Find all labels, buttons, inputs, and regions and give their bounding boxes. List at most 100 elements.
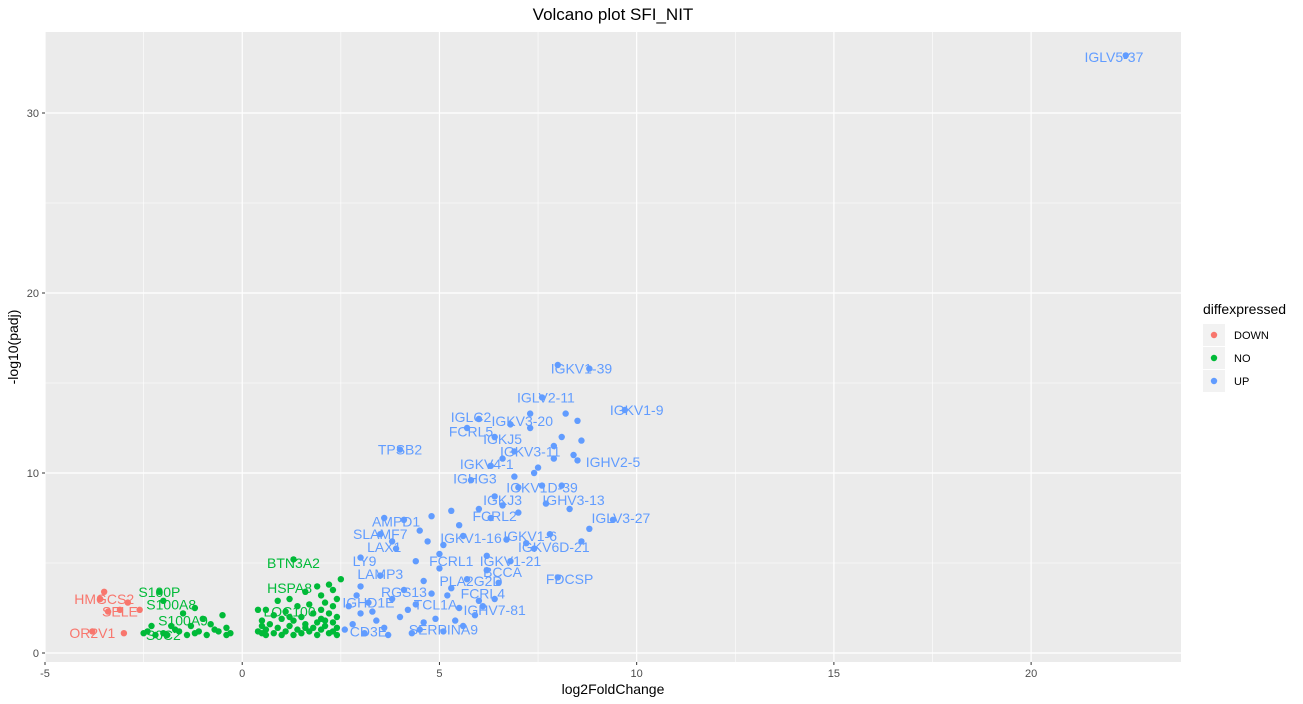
point-down [116, 606, 124, 613]
point-up [428, 513, 435, 520]
minor-gridlines [45, 32, 1181, 662]
legend-label-no: NO [1234, 353, 1251, 365]
point-no [325, 610, 333, 617]
point-up [550, 442, 558, 450]
point-up [361, 630, 368, 637]
point-up [483, 552, 490, 559]
point-up [558, 433, 565, 441]
point-up [538, 394, 546, 401]
y-tick-label: 30 [27, 108, 39, 120]
gene-label: RGS13 [381, 584, 427, 600]
point-no [286, 613, 293, 621]
y-tick-label: 20 [27, 288, 39, 300]
gene-label: LY9 [353, 553, 377, 569]
legend-label-down: DOWN [1234, 330, 1269, 342]
gene-label: FCRL5 [449, 424, 494, 440]
point-up [424, 538, 431, 545]
gene-label: S0C2 [146, 627, 181, 643]
legend-key-no [1210, 354, 1218, 362]
point-up [491, 433, 498, 441]
point-no [270, 612, 277, 619]
point-up [586, 525, 593, 532]
gene-label: LAX1 [367, 539, 401, 555]
point-no [223, 631, 230, 639]
point-no [302, 588, 309, 595]
gene-label: IGKV1D-39 [506, 479, 578, 495]
point-up [578, 437, 585, 444]
point-up [377, 572, 384, 579]
gene-label: FCRL2 [472, 508, 517, 524]
gene-label: IGKV4-1 [460, 456, 514, 472]
y-tick-label: 10 [27, 468, 39, 480]
point-up [381, 514, 388, 522]
point-up [388, 595, 396, 603]
point-no [337, 576, 345, 583]
point-up [554, 574, 561, 581]
point-no [215, 628, 222, 635]
point-up [491, 493, 498, 500]
point-up [487, 514, 494, 522]
point-up [523, 540, 530, 547]
point-up [369, 608, 376, 615]
point-no [321, 599, 329, 606]
legend-key-up [1210, 377, 1218, 385]
point-no [333, 631, 341, 639]
point-no [298, 613, 305, 621]
point-up [408, 630, 416, 637]
point-up [475, 505, 483, 513]
gene-label: S100A9 [158, 613, 208, 629]
point-up [507, 421, 514, 428]
point-up [609, 516, 617, 523]
legend-title: diffexpressed [1203, 301, 1286, 317]
gene-label: IGKV3-20 [492, 413, 554, 429]
x-tick-label: 10 [631, 668, 643, 680]
gene-label: HMGCS2 [74, 591, 134, 607]
point-up [574, 417, 581, 424]
point-up [436, 565, 443, 572]
point-up [586, 365, 593, 372]
gene-label: AMPD1 [372, 514, 420, 530]
point-up [507, 558, 514, 565]
gene-label: LOC100 [263, 604, 315, 620]
point-up [440, 628, 447, 635]
point-up [440, 541, 447, 549]
point-up [463, 424, 471, 432]
point-down [124, 599, 132, 606]
x-tick-label: -5 [40, 668, 50, 680]
gene-label: TCL1A [414, 596, 458, 612]
point-no [223, 624, 230, 631]
point-down [104, 608, 112, 615]
point-no [286, 595, 293, 603]
point-up [448, 507, 455, 514]
point-up [357, 554, 364, 561]
point-no [266, 621, 274, 628]
point-no [325, 581, 333, 588]
point-no [270, 630, 277, 637]
point-up [416, 626, 423, 633]
point-no [148, 622, 155, 630]
point-up [499, 502, 506, 509]
x-axis-ticks: -5 0 5 10 15 20 [40, 662, 1037, 680]
point-up [436, 550, 443, 558]
point-up [412, 601, 419, 608]
point-no [187, 622, 195, 630]
point-no [306, 601, 313, 608]
gene-label: IGKV1-39 [551, 361, 613, 377]
point-up [578, 538, 585, 545]
point-no [164, 631, 171, 639]
gene-label: IGKV3-11 [500, 443, 561, 459]
point-up [345, 603, 352, 610]
point-up [404, 606, 412, 613]
point-no [333, 613, 341, 621]
point-up [499, 455, 506, 462]
point-up [444, 592, 451, 599]
point-no [282, 608, 289, 615]
point-up [530, 545, 538, 552]
gene-label: SERPINA9 [409, 622, 478, 638]
point-no [298, 630, 305, 637]
point-up [511, 473, 518, 480]
point-no [199, 615, 206, 622]
point-up [1122, 52, 1129, 59]
y-axis-title: -log10(padj) [5, 310, 21, 385]
point-up [448, 585, 455, 592]
